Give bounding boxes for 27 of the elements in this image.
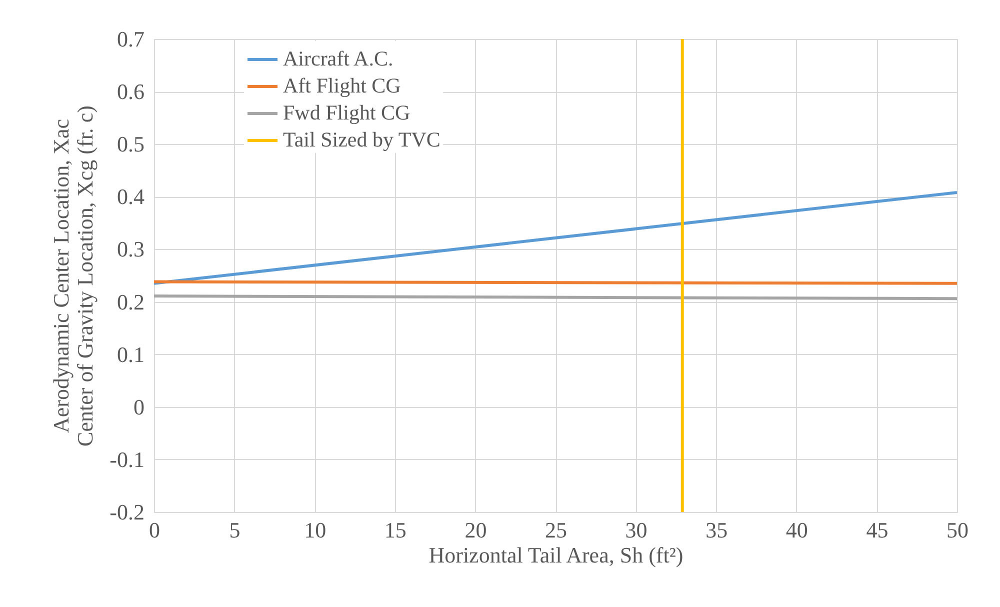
y-tick-label: 0.3 [117,236,144,262]
y-tick-label: 0 [134,394,144,420]
y-axis-title: Aerodynamic Center Location, Xac Center of Gravity Location, Xcg (fr. c) [48,106,98,446]
y-tick-label: 0.1 [117,342,144,367]
x-tick-label: 50 [946,518,968,542]
x-axis-title: Horizontal Tail Area, Sh (ft²) [428,542,684,568]
x-tick-label: 20 [464,518,487,542]
y-tick-label: -0.2 [110,500,144,524]
legend-label: Tail Sized by TVC [283,128,440,152]
x-tick-label: 30 [625,518,648,542]
x-tick-label: 25 [545,518,567,542]
y-tick-label: -0.1 [110,446,144,472]
x-tick-label: 15 [384,518,406,542]
x-tick-label: 10 [304,518,326,542]
x-tick-label: 35 [706,518,728,542]
y-tick-label: 0.6 [117,79,144,104]
x-tick-label: 5 [229,518,240,542]
legend-label: Aircraft A.C. [283,46,394,70]
x-tick-label: 45 [866,518,888,542]
y-tick-label: 0.2 [117,289,144,314]
y-tick-label: 0.7 [117,26,144,52]
legend-label: Fwd Flight CG [283,100,410,124]
legend-label: Aft Flight CG [283,74,401,98]
y-tick-label: 0.4 [117,184,144,210]
x-tick-label: 40 [786,518,808,542]
y-tick-label: 0.5 [117,132,144,157]
x-tick-label: 0 [149,518,160,542]
